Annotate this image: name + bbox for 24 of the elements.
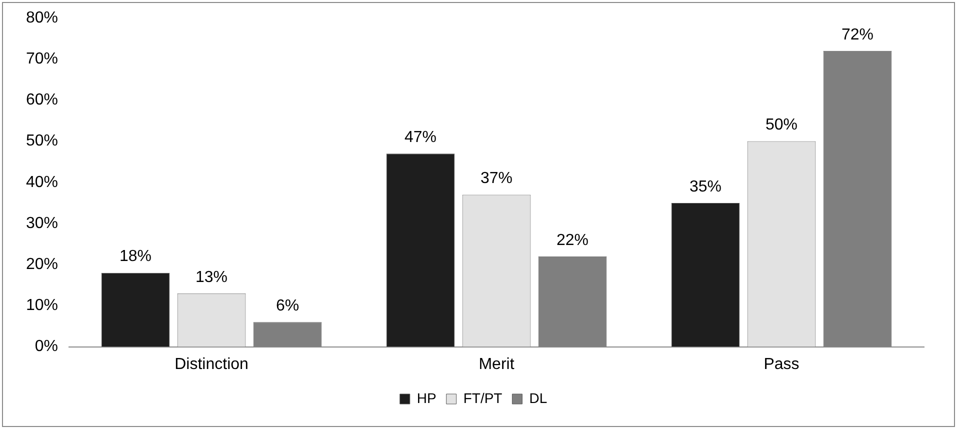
y-tick-label: 70% xyxy=(26,50,58,68)
y-tick-label: 80% xyxy=(26,9,58,26)
x-tick-label: Distinction xyxy=(174,356,248,373)
data-label: 47% xyxy=(404,129,437,146)
legend-label: DL xyxy=(529,390,548,406)
x-tick-label: Pass xyxy=(764,356,800,373)
y-tick-label: 0% xyxy=(34,338,58,356)
data-label: 22% xyxy=(556,232,589,249)
y-tick-label: 20% xyxy=(26,256,58,274)
y-tick-label: 60% xyxy=(26,92,58,109)
legend-label: HP xyxy=(416,390,436,406)
x-tick-label: Merit xyxy=(478,356,515,373)
data-label: 50% xyxy=(765,116,798,134)
y-tick-label: 10% xyxy=(26,297,58,314)
y-tick-label: 50% xyxy=(26,132,58,150)
data-label: 37% xyxy=(480,170,513,188)
data-label: 35% xyxy=(689,178,722,196)
y-tick-label: 40% xyxy=(26,174,58,191)
data-label: 18% xyxy=(120,248,152,266)
data-label: 72% xyxy=(841,26,874,44)
y-tick-label: 30% xyxy=(26,214,58,232)
data-label: 13% xyxy=(196,268,228,286)
legend-label: FT/PT xyxy=(463,390,503,406)
data-label: 6% xyxy=(276,298,300,315)
